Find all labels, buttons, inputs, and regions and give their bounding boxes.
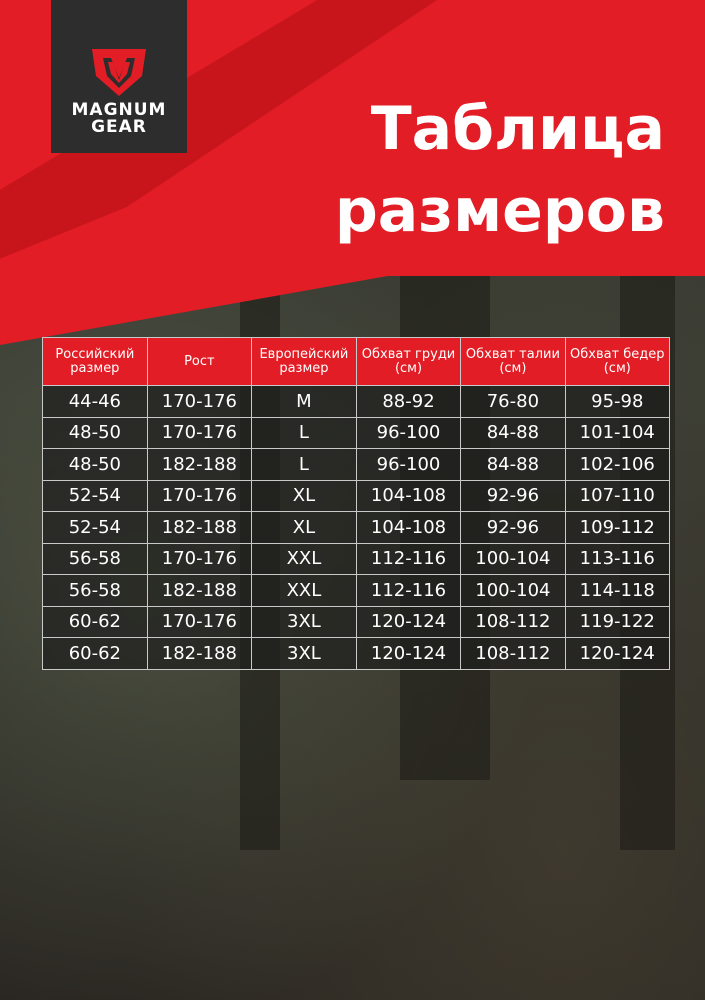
brand-name: MAGNUM GEAR <box>71 100 167 137</box>
title-line-1: Таблица <box>370 94 665 164</box>
table-cell: 3XL <box>251 637 357 670</box>
table-row: 48-50 182-188 L 96-100 84-88 102-106 <box>42 448 671 481</box>
size-table: Российский размер Рост Европейский размер О… <box>42 337 671 670</box>
table-cell: 119-122 <box>564 605 671 638</box>
table-row: 60-62 182-188 3XL 120-124 108-112 120-124 <box>42 637 671 670</box>
table-cell: 3XL <box>251 605 357 638</box>
table-cell: 92-96 <box>460 479 566 512</box>
table-cell: 56-58 <box>42 542 148 575</box>
table-cell: 96-100 <box>355 416 462 449</box>
table-cell: 84-88 <box>460 448 566 481</box>
table-cell: 120-124 <box>564 637 671 670</box>
table-cell: L <box>251 448 357 481</box>
table-cell: 182-188 <box>146 637 253 670</box>
table-cell: 48-50 <box>42 416 148 449</box>
table-cell: 48-50 <box>42 448 148 481</box>
table-cell: 102-106 <box>564 448 671 481</box>
table-cell: 84-88 <box>460 416 566 449</box>
table-cell: 182-188 <box>146 448 253 481</box>
table-cell: 170-176 <box>146 605 253 638</box>
table-cell: 120-124 <box>355 605 462 638</box>
table-row: 44-46 170-176 M 88-92 76-80 95-98 <box>42 385 671 418</box>
table-cell: XXL <box>251 574 357 607</box>
column-header: Обхват бедер (см) <box>564 337 671 386</box>
table-cell: 52-54 <box>42 511 148 544</box>
table-cell: 52-54 <box>42 479 148 512</box>
table-cell: 109-112 <box>564 511 671 544</box>
title-line-2: размеров <box>334 176 665 246</box>
shield-m-icon <box>92 49 146 96</box>
table-cell: 120-124 <box>355 637 462 670</box>
column-header: Обхват груди (см) <box>355 337 462 386</box>
table-cell: 170-176 <box>146 479 253 512</box>
table-cell: 182-188 <box>146 511 253 544</box>
column-header: Рост <box>146 337 253 386</box>
table-cell: 76-80 <box>460 385 566 418</box>
table-cell: XL <box>251 479 357 512</box>
table-cell: 96-100 <box>355 448 462 481</box>
table-cell: 56-58 <box>42 574 148 607</box>
table-row: 48-50 170-176 L 96-100 84-88 101-104 <box>42 416 671 449</box>
table-cell: 108-112 <box>460 637 566 670</box>
table-cell: 112-116 <box>355 542 462 575</box>
table-cell: 104-108 <box>355 479 462 512</box>
column-header: Российский размер <box>42 337 148 386</box>
column-header: Обхват талии (см) <box>460 337 566 386</box>
table-cell: 92-96 <box>460 511 566 544</box>
table-cell: XL <box>251 511 357 544</box>
table-cell: 88-92 <box>355 385 462 418</box>
column-header: Европейский размер <box>251 337 357 386</box>
table-row: 56-58 182-188 XXL 112-116 100-104 114-118 <box>42 574 671 607</box>
table-cell: 182-188 <box>146 574 253 607</box>
table-cell: 100-104 <box>460 542 566 575</box>
table-cell: 100-104 <box>460 574 566 607</box>
table-row: 52-54 182-188 XL 104-108 92-96 109-112 <box>42 511 671 544</box>
table-cell: 95-98 <box>564 385 671 418</box>
table-cell: 107-110 <box>564 479 671 512</box>
table-cell: 170-176 <box>146 416 253 449</box>
table-cell: 113-116 <box>564 542 671 575</box>
table-cell: 101-104 <box>564 416 671 449</box>
table-cell: 104-108 <box>355 511 462 544</box>
table-cell: 170-176 <box>146 385 253 418</box>
table-cell: 112-116 <box>355 574 462 607</box>
table-cell: 170-176 <box>146 542 253 575</box>
brand-logo: MAGNUM GEAR <box>51 0 187 153</box>
table-cell: M <box>251 385 357 418</box>
page-title: Таблица размеров <box>335 88 665 252</box>
table-cell: 60-62 <box>42 605 148 638</box>
table-row: 60-62 170-176 3XL 120-124 108-112 119-122 <box>42 605 671 638</box>
table-cell: L <box>251 416 357 449</box>
table-row: 56-58 170-176 XXL 112-116 100-104 113-116 <box>42 542 671 575</box>
table-cell: 114-118 <box>564 574 671 607</box>
table-cell: 44-46 <box>42 385 148 418</box>
table-cell: 108-112 <box>460 605 566 638</box>
table-cell: XXL <box>251 542 357 575</box>
table-cell: 60-62 <box>42 637 148 670</box>
table-row: 52-54 170-176 XL 104-108 92-96 107-110 <box>42 479 671 512</box>
